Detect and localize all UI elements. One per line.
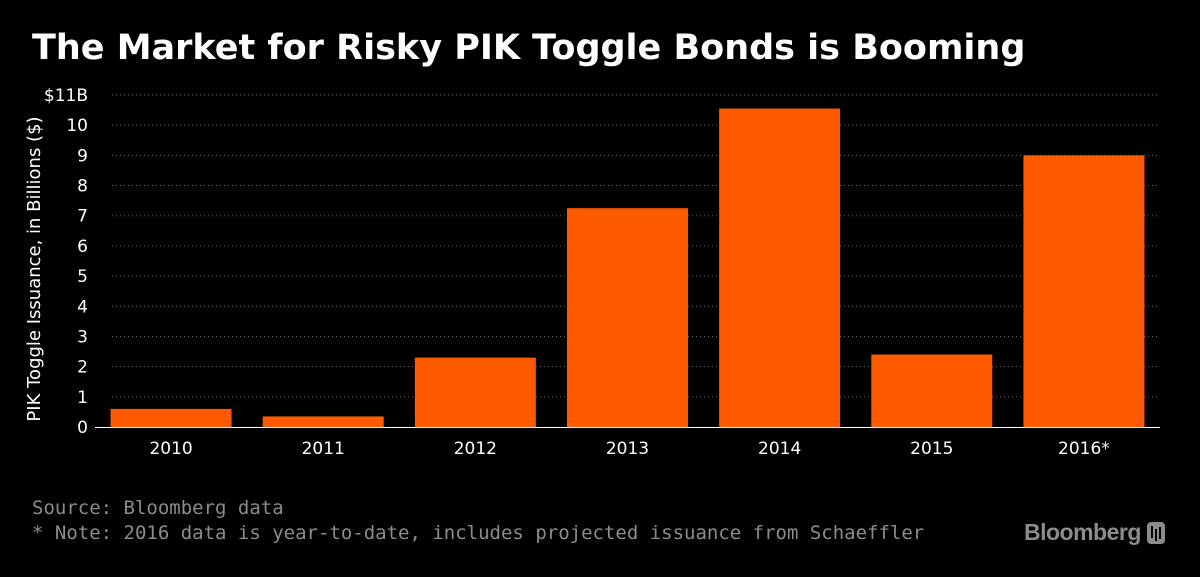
source-note: Source: Bloomberg data bbox=[32, 497, 284, 519]
x-tick-label: 2012 bbox=[454, 439, 497, 459]
y-tick-label: 1 bbox=[77, 388, 88, 408]
x-tick-label: 2014 bbox=[758, 439, 801, 459]
y-tick-label: 0 bbox=[77, 418, 88, 438]
x-axis-ticks: 2010 2011 2012 2013 2014 2015 2016* bbox=[149, 439, 1109, 459]
bar-2016 bbox=[1023, 155, 1145, 427]
brand-name: Bloomberg bbox=[1024, 519, 1141, 545]
y-tick-label: 6 bbox=[77, 237, 88, 257]
y-tick-label: 10 bbox=[66, 116, 88, 136]
footnote: * Note: 2016 data is year-to-date, inclu… bbox=[32, 522, 925, 544]
bar-2011 bbox=[262, 416, 384, 427]
y-tick-label: 5 bbox=[77, 267, 88, 287]
chart-title: The Market for Risky PIK Toggle Bonds is… bbox=[32, 28, 1026, 68]
y-tick-label: 7 bbox=[77, 207, 88, 227]
y-axis-label: PIK Toggle Issuance, in Billions ($) bbox=[24, 116, 45, 421]
y-tick-label: $11B bbox=[44, 86, 88, 106]
x-tick-label: 2016* bbox=[1058, 439, 1110, 459]
bar-2014 bbox=[719, 108, 841, 427]
y-axis-ticks: 0 1 2 3 4 5 6 7 8 9 10 $11B bbox=[44, 86, 88, 438]
brand-logo: Bloomberg bbox=[1024, 519, 1165, 546]
bars bbox=[110, 108, 1145, 427]
x-tick-label: 2010 bbox=[149, 439, 192, 459]
y-tick-label: 9 bbox=[77, 146, 88, 166]
y-tick-label: 4 bbox=[77, 297, 88, 317]
bar-2013 bbox=[567, 208, 688, 427]
y-tick-label: 3 bbox=[77, 327, 88, 347]
y-tick-label: 2 bbox=[77, 358, 88, 378]
x-tick-label: 2011 bbox=[302, 439, 345, 459]
bloomberg-terminal-icon bbox=[1146, 521, 1165, 544]
bar-2015 bbox=[871, 354, 993, 427]
bar-2012 bbox=[414, 357, 536, 427]
x-tick-label: 2015 bbox=[910, 439, 953, 459]
y-tick-label: 8 bbox=[77, 177, 88, 197]
bar-2010 bbox=[110, 408, 232, 427]
x-tick-label: 2013 bbox=[606, 439, 649, 459]
